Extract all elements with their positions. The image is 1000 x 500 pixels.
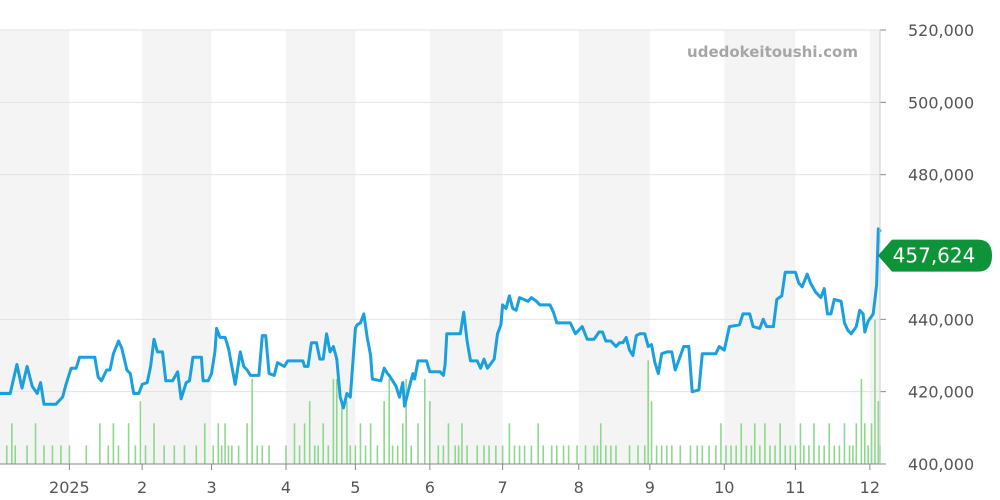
month-band [142,30,212,464]
volume-bars [5,319,881,464]
x-tick-label: 3 [206,478,216,497]
x-tick-label: 7 [498,478,508,497]
y-tick-label: 520,000 [908,21,974,40]
x-tick-label: 10 [714,478,734,497]
x-tick-label: 5 [350,478,360,497]
x-tick-label: 6 [425,478,435,497]
x-tick-label: 8 [574,478,584,497]
y-tick-label: 420,000 [908,383,974,402]
price-series [0,227,882,410]
month-band [578,30,650,464]
badge-shape [878,239,992,272]
x-tick-label: 2 [137,478,147,497]
current-price-badge: 457,624 [878,239,992,272]
month-band [869,30,880,464]
x-tick-label: 9 [645,478,655,497]
month-bands [0,30,880,464]
x-tick-label: 4 [281,478,291,497]
current-price-label: 457,624 [893,244,976,268]
y-tick-label: 500,000 [908,93,974,112]
y-tick-label: 440,000 [908,310,974,329]
x-tick-label: 12 [860,478,880,497]
y-tick-label: 480,000 [908,166,974,185]
watermark: udedokeitoushi.com [687,43,858,61]
x-tick-label: 11 [785,478,805,497]
y-tick-label: 400,000 [908,455,974,474]
month-band [429,30,503,464]
x-tick-label: 2025 [49,478,90,497]
price-line [0,227,882,410]
month-band [724,30,796,464]
axes: 400,000 420,000 440,000 480,000 500,000 520,0… [0,21,974,497]
